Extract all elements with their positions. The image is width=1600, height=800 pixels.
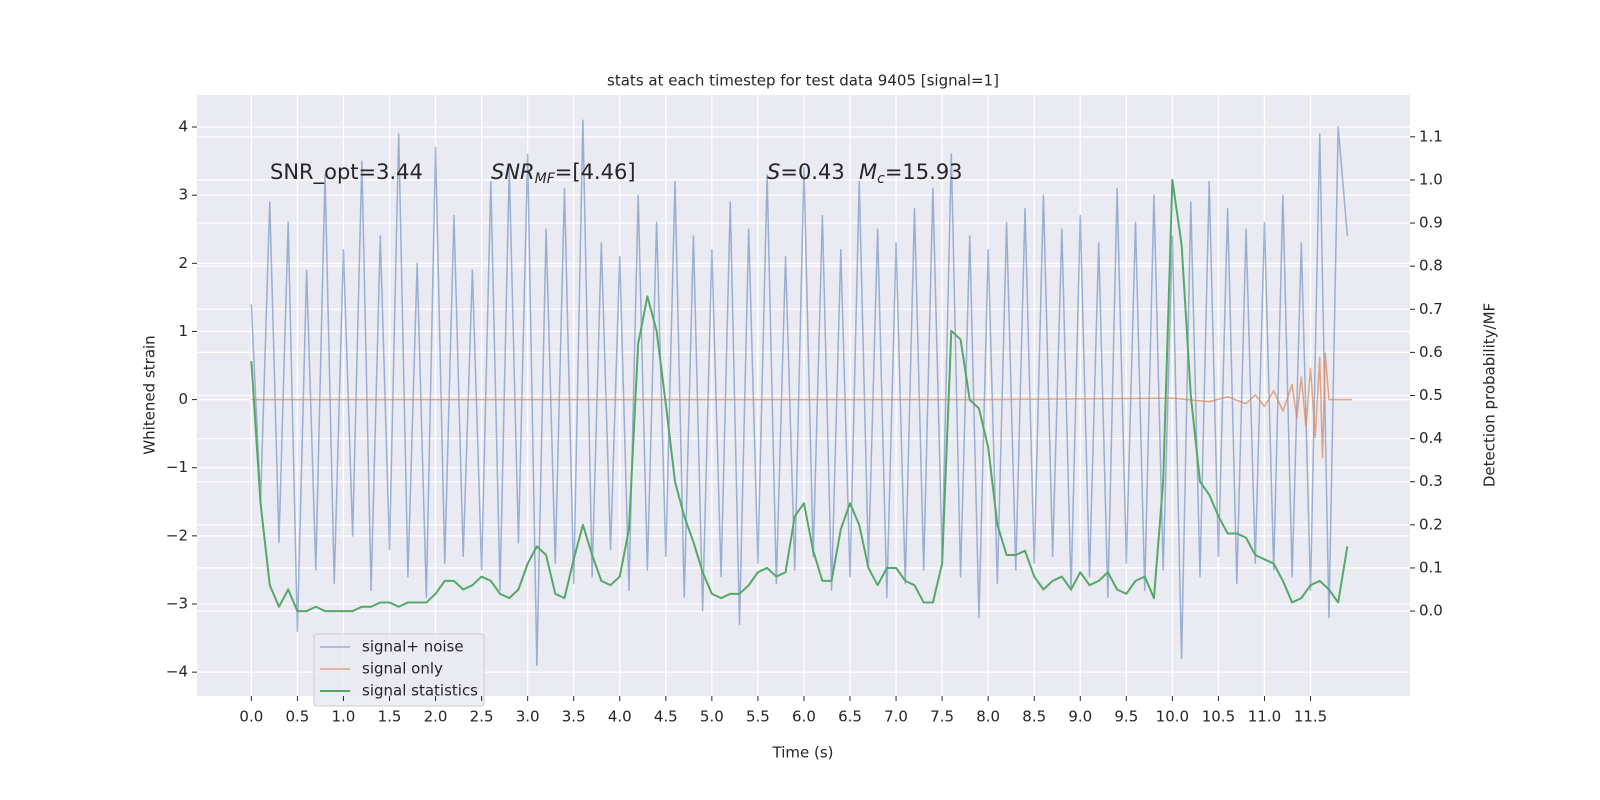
- y2-tick-label: 0.0: [1419, 602, 1443, 620]
- x-tick-label: 1.5: [378, 708, 402, 726]
- annotation-part: c: [877, 171, 885, 187]
- x-tick-label: 10.5: [1202, 708, 1235, 726]
- x-tick-label: 9.0: [1068, 708, 1092, 726]
- x-tick-label: 0.0: [239, 708, 263, 726]
- y-tick-label: 3: [178, 186, 188, 204]
- x-tick-label: 4.0: [608, 708, 632, 726]
- x-tick-label: 5.0: [700, 708, 724, 726]
- annotation-part: SNR_opt=3.44: [270, 160, 423, 185]
- y2-tick-label: 0.2: [1419, 515, 1443, 533]
- y2-tick-label: 0.4: [1419, 429, 1443, 447]
- y-tick-label: −3: [166, 595, 188, 613]
- y-axis-label: Whitened strain: [141, 335, 159, 454]
- y-tick-label: 4: [178, 118, 188, 136]
- annotation-part: =[4.46]: [555, 160, 636, 184]
- marks: [250, 119, 1352, 667]
- annotation: Mc=15.93: [859, 160, 963, 187]
- y-tick-label: −4: [166, 663, 188, 681]
- x-tick-label: 2.5: [470, 708, 494, 726]
- y2-tick-label: 0.1: [1419, 558, 1443, 576]
- x-tick-label: 1.0: [332, 708, 356, 726]
- annotation-part: MF: [535, 171, 556, 187]
- x-tick-label: 8.0: [976, 708, 1000, 726]
- y2-tick-label: 1.1: [1419, 127, 1443, 145]
- x-tick-label: 10.0: [1156, 708, 1189, 726]
- legend-label: signal only: [362, 660, 443, 678]
- annotation-part: =15.93: [885, 160, 963, 184]
- y2-tick-label: 0.6: [1419, 343, 1443, 361]
- y2-axis-label: Detection probability/MF: [1481, 303, 1499, 487]
- y2-tick-label: 0.5: [1419, 386, 1443, 404]
- x-axis-label: Time (s): [772, 744, 834, 762]
- y-tick-label: 1: [178, 322, 188, 340]
- x-tick-label: 6.0: [792, 708, 816, 726]
- series-line: [250, 119, 1349, 667]
- annotation-part: =0.43: [780, 160, 844, 184]
- legend-box: [313, 633, 485, 707]
- y2-tick-label: 0.8: [1419, 257, 1443, 275]
- legend-label: signal+ noise: [362, 638, 464, 656]
- y2-tick-label: 0.7: [1419, 300, 1443, 318]
- x-tick-label: 9.5: [1114, 708, 1138, 726]
- chart-title: stats at each timestep for test data 940…: [607, 72, 999, 90]
- x-tick-label: 0.5: [285, 708, 309, 726]
- y2-tick-label: 1.0: [1419, 170, 1443, 188]
- annotation: SNRMF=[4.46]: [491, 160, 636, 187]
- annotation-part: M: [859, 160, 877, 184]
- series-line: [250, 178, 1349, 613]
- annotation-part: S: [767, 160, 780, 184]
- y2-tick-label: 0.9: [1419, 214, 1443, 232]
- annotation: SNR_opt=3.44: [270, 160, 423, 185]
- y-tick-label: 2: [178, 254, 188, 272]
- x-tick-label: 5.5: [746, 708, 770, 726]
- x-tick-label: 3.5: [562, 708, 586, 726]
- x-tick-label: 4.5: [654, 708, 678, 726]
- x-tick-label: 7.5: [930, 708, 954, 726]
- y-tick-label: 0: [178, 390, 188, 408]
- x-tick-label: 3.0: [516, 708, 540, 726]
- x-tick-label: 11.5: [1294, 708, 1327, 726]
- y-tick-label: −1: [166, 458, 188, 476]
- legend: signal+ noise signal only signal statistic…: [313, 633, 485, 707]
- annotation: S=0.43: [767, 160, 845, 184]
- x-tick-label: 2.0: [424, 708, 448, 726]
- x-tick-label: 8.5: [1022, 708, 1046, 726]
- series-line: [251, 352, 1352, 459]
- x-tick-label: 11.0: [1248, 708, 1281, 726]
- y-tick-label: −2: [166, 526, 188, 544]
- x-tick-label: 6.5: [838, 708, 862, 726]
- annotation-part: SNR: [491, 160, 535, 184]
- y2-tick-label: 0.3: [1419, 472, 1443, 490]
- legend-label: signal statistics: [362, 682, 478, 700]
- x-tick-label: 7.0: [884, 708, 908, 726]
